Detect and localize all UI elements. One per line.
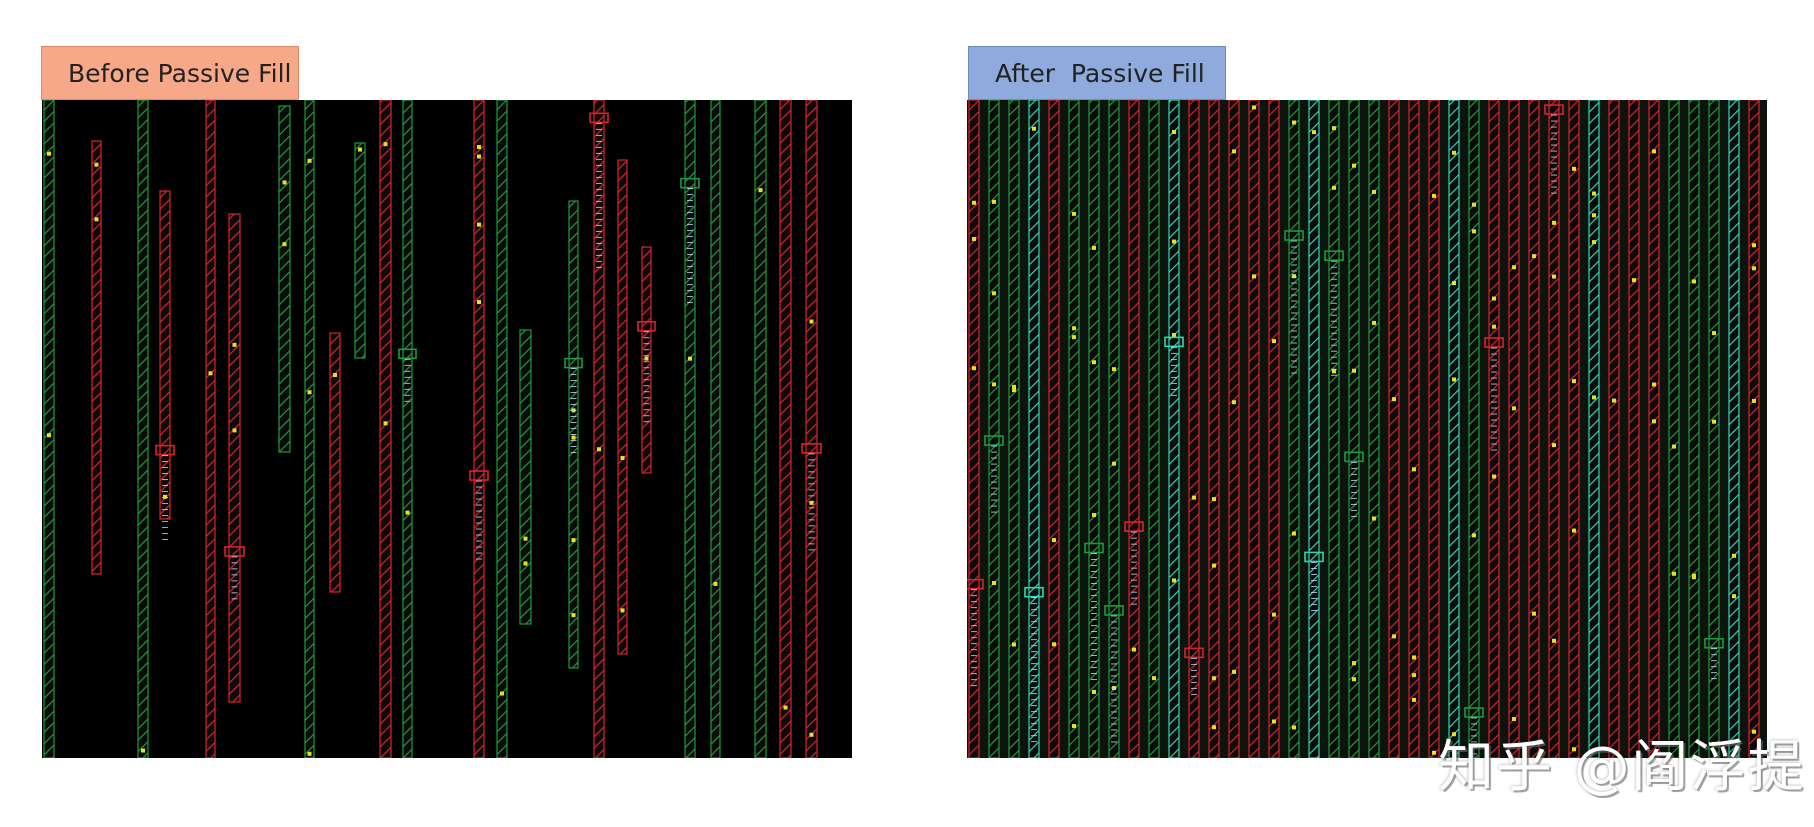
metal-track [1304,100,1324,758]
metal-track [1648,100,1660,758]
after-label: After Passive Fill [968,46,1226,100]
metal-track [398,100,417,758]
metal-track [1284,100,1304,758]
metal-track [1568,100,1580,758]
metal-track [91,140,102,575]
metal-track [1068,100,1080,758]
metal-track [519,329,532,625]
metal-track [1164,100,1184,758]
metal-track [1508,100,1520,758]
metal-track [1048,100,1060,758]
metal-track [1228,100,1240,758]
metal-track [354,142,366,359]
metal-track [1668,100,1680,758]
metal-track [1588,100,1600,758]
metal-track [278,105,291,453]
metal-track [224,213,245,703]
watermark: 知乎 @阎浮提 [1438,735,1806,800]
metal-track [1448,100,1460,758]
metal-track [754,100,767,758]
metal-track [637,246,656,474]
metal-track [1464,100,1484,758]
metal-track [1324,100,1344,758]
metal-track [1084,100,1104,758]
metal-track [1608,100,1620,758]
metal-track [1528,100,1540,758]
metal-track [1428,100,1440,758]
metal-track [155,190,175,541]
metal-track [1408,100,1420,758]
metal-track [617,159,628,655]
metal-track [137,100,149,758]
metal-track [1104,100,1124,758]
metal-track [967,100,984,758]
metal-track [43,100,55,758]
metal-track [1344,100,1364,758]
metal-track [779,100,792,758]
metal-track [801,100,822,758]
metal-track [1704,100,1724,758]
metal-track [1748,100,1760,758]
metal-track [469,100,489,758]
metal-track [205,100,216,758]
before-label: Before Passive Fill [41,46,299,100]
metal-track [1148,100,1160,758]
before-fill-layout [42,100,852,758]
metal-track [1628,100,1640,758]
metal-track [1388,100,1400,758]
after-layout-canvas [967,100,1760,758]
metal-track [1728,100,1740,758]
metal-track [564,200,583,669]
metal-track [589,100,609,758]
metal-track [304,100,315,758]
before-layout-canvas [43,100,822,758]
metal-track [379,100,392,758]
metal-track [1008,100,1020,758]
metal-track [1124,100,1144,758]
metal-track [496,100,508,758]
metal-track [1208,100,1220,758]
metal-track [984,100,1004,758]
metal-track [1368,100,1380,758]
after-fill-layout [967,100,1767,758]
metal-track [1184,100,1204,758]
metal-track [329,332,341,593]
metal-track [1484,100,1504,758]
metal-track [1688,100,1700,758]
metal-track [680,100,700,758]
metal-track [1024,100,1044,758]
metal-track [710,100,721,758]
metal-track [1268,100,1280,758]
metal-track [1544,100,1564,758]
metal-track [1248,100,1260,758]
